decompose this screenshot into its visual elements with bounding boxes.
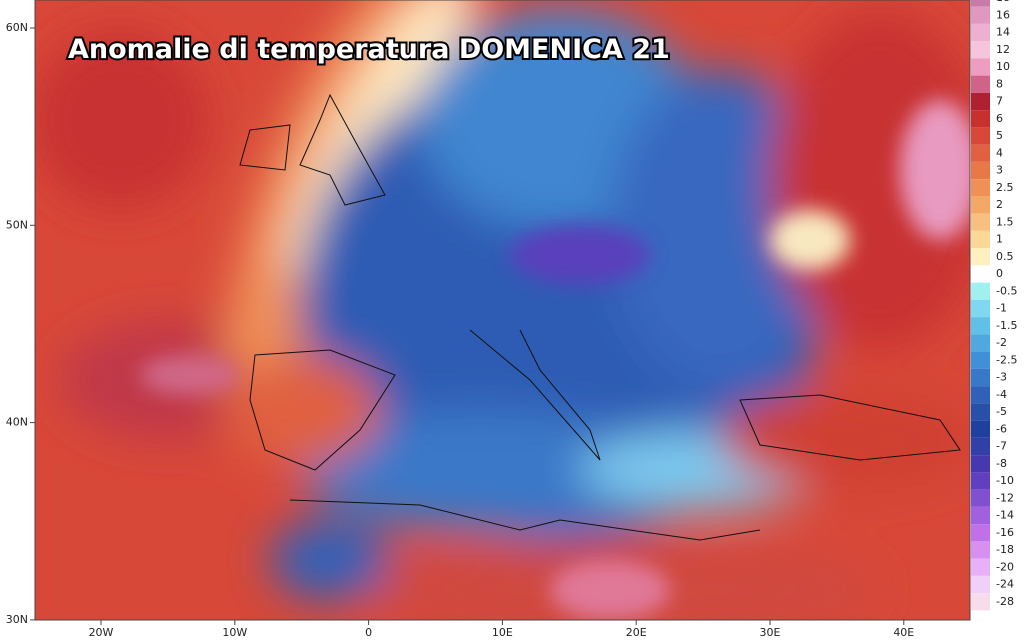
legend-label: -12 [996,491,1014,504]
legend-label: -1.5 [996,319,1017,332]
legend-label: 5 [996,129,1003,142]
legend-swatch [971,282,990,300]
legend-swatch [971,334,990,352]
legend-swatch [971,541,990,559]
legend-swatch [971,593,990,611]
legend-swatch [971,6,990,24]
legend-swatch [971,127,990,145]
lon-label: 30E [760,626,781,639]
legend-swatch [971,299,990,318]
legend-swatch [971,368,990,387]
legend-label: -0.5 [996,284,1017,297]
legend-swatch [971,437,990,456]
legend-label: 4 [996,146,1003,159]
lon-label: 20W [89,626,114,639]
legend-label: -2.5 [996,353,1017,366]
legend-label: -6 [996,422,1007,435]
legend-swatch [971,575,990,594]
legend-swatch [971,351,990,369]
legend-swatch [971,161,990,180]
legend-swatch [971,179,990,197]
lon-label: 10W [222,626,247,639]
legend-label: 2.5 [996,181,1014,194]
legend-label: -1 [996,302,1007,315]
anomaly-map [35,0,970,620]
legend-swatch [971,75,990,93]
legend-label: 14 [996,26,1010,39]
legend-swatch [971,92,990,111]
legend-swatch [971,472,990,490]
legend-swatch [971,386,990,404]
legend-swatch [971,110,990,128]
legend-label: 0.5 [996,250,1014,263]
lon-label: 0 [365,626,372,639]
legend-swatch [971,196,990,214]
lat-label: 60N [6,21,28,34]
legend-swatch [971,230,990,249]
map-title: Anomalie di temperatura DOMENICA 21 [68,34,670,65]
lon-label: 20E [626,626,647,639]
legend-swatch [971,524,990,542]
legend-label: -28 [996,595,1014,608]
legend-swatch [971,58,990,76]
legend-swatch [971,420,990,438]
legend-label: -2 [996,336,1007,349]
legend-label: -18 [996,543,1014,556]
legend-swatch [971,455,990,473]
coastlines [239,93,961,541]
legend-swatch [971,23,990,42]
legend-swatch [971,41,990,59]
lon-label: 40E [893,626,914,639]
legend-swatch [971,317,990,335]
legend-label: 7 [996,95,1003,108]
legend-swatch [971,0,990,7]
legend-swatch [971,558,990,576]
legend-label: 1 [996,233,1003,246]
legend-label: 6 [996,112,1003,125]
legend-swatch [971,506,990,525]
legend-swatch [971,213,990,231]
legend-swatch [971,248,990,266]
legend-label: 8 [996,77,1003,90]
lat-label: 50N [6,218,28,231]
legend-label: 0 [996,267,1003,280]
legend-swatch [971,265,990,283]
legend-label: 1.5 [996,215,1014,228]
legend-label: -14 [996,509,1014,522]
legend-label: 3 [996,164,1003,177]
lat-label: 40N [6,416,28,429]
lon-label: 10E [492,626,513,639]
legend-label: -5 [996,405,1007,418]
legend-label: -3 [996,371,1007,384]
legend-label: 10 [996,60,1010,73]
legend-label: 16 [996,8,1010,21]
legend-label: -24 [996,578,1014,591]
legend-label: -20 [996,560,1014,573]
legend-swatch [971,144,990,162]
legend-label: -8 [996,457,1007,470]
legend-label: 12 [996,43,1010,56]
legend-label: -7 [996,440,1007,453]
legend-swatch [971,489,990,507]
legend-label: -4 [996,388,1007,401]
legend-label: -10 [996,474,1014,487]
legend-swatch [971,403,990,421]
legend-label: -16 [996,526,1014,539]
lat-label: 30N [6,613,28,626]
legend-label: 18 [996,0,1010,4]
legend-label: 2 [996,198,1003,211]
